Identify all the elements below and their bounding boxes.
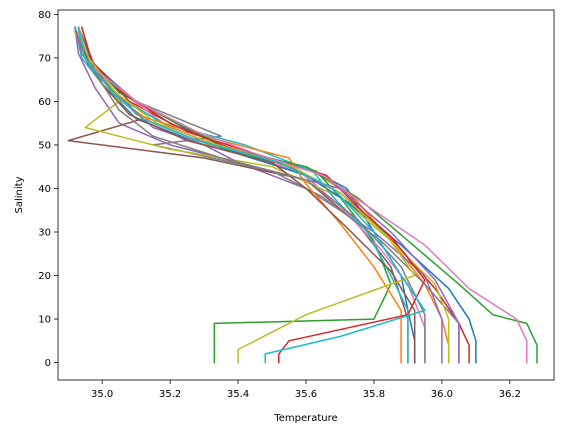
x-tick-label: 35.0: [91, 389, 113, 400]
series-line: [80, 26, 426, 364]
series-layer: [67, 26, 538, 364]
series-line: [77, 26, 416, 364]
x-tick-label: 35.4: [227, 389, 249, 400]
x-tick-label: 36.0: [431, 389, 453, 400]
y-tick-label: 40: [38, 184, 51, 195]
y-tick-label: 30: [38, 228, 51, 239]
x-axis-ticks: 35.0 35.2 35.4 35.6 35.8 36.0 36.2: [91, 380, 521, 400]
series-line: [77, 26, 450, 364]
y-axis-label: Salinity: [14, 176, 25, 213]
y-tick-label: 10: [38, 315, 51, 326]
y-tick-label: 80: [38, 10, 51, 21]
series-line: [74, 26, 409, 364]
y-tick-label: 70: [38, 53, 51, 64]
y-tick-label: 0: [45, 358, 51, 369]
series-line: [67, 26, 409, 364]
series-line: [77, 30, 528, 364]
x-tick-label: 35.8: [363, 389, 385, 400]
series-line: [80, 26, 470, 364]
y-tick-label: 60: [38, 97, 51, 108]
x-tick-label: 35.2: [159, 389, 181, 400]
x-axis-label: Temperature: [273, 413, 337, 424]
y-tick-label: 20: [38, 271, 51, 282]
series-line: [74, 26, 450, 364]
plot-frame: [57, 9, 555, 381]
series-line: [77, 26, 416, 364]
series-line: [74, 26, 426, 364]
series-line: [77, 26, 426, 364]
y-tick-label: 50: [38, 140, 51, 151]
x-tick-label: 36.2: [499, 389, 521, 400]
series-line: [74, 26, 443, 364]
y-axis-ticks: 0 10 20 30 40 50 60 70 80: [38, 10, 58, 369]
x-tick-label: 35.6: [295, 389, 317, 400]
series-line: [77, 26, 416, 364]
series-line: [73, 30, 426, 364]
series-line: [77, 26, 538, 364]
